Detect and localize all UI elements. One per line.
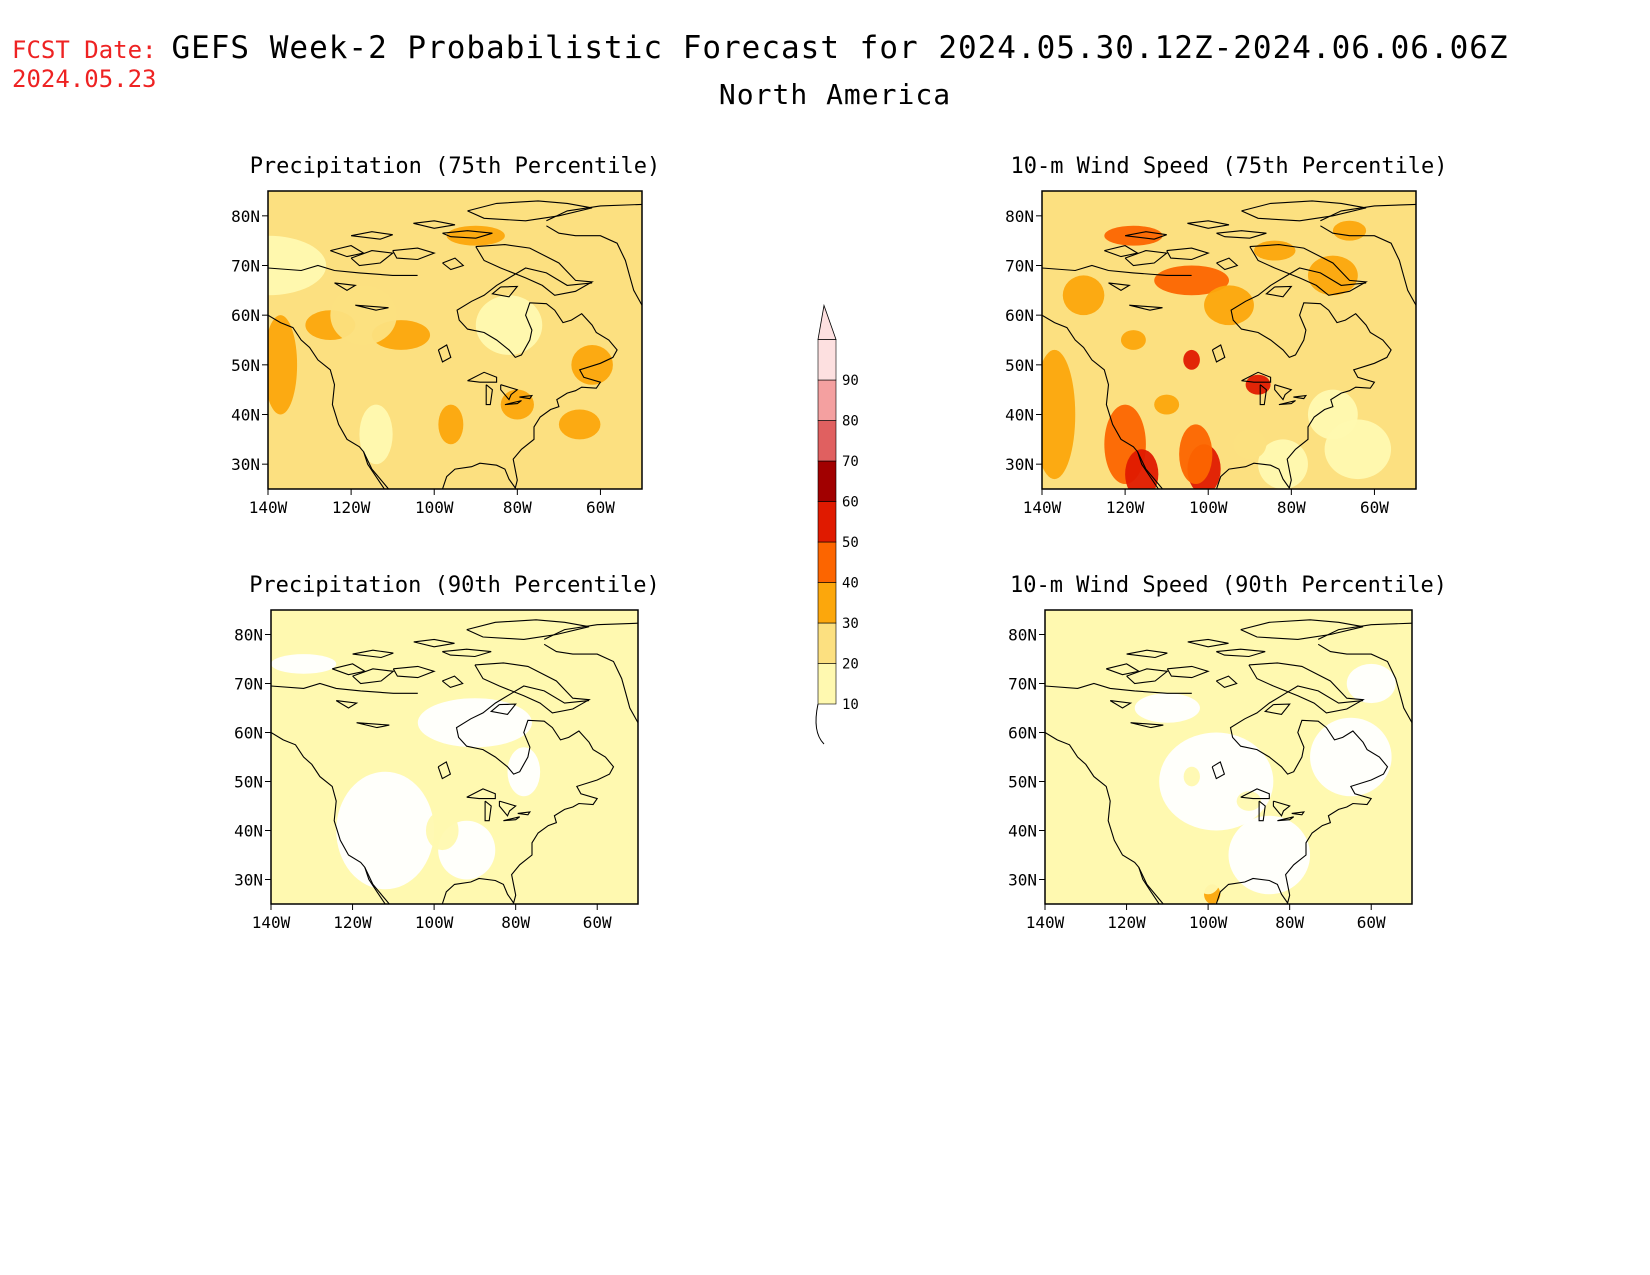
lat-tick-label: 40N <box>231 406 260 425</box>
colorbar-label: 10 <box>842 697 859 713</box>
lat-tick-label: 40N <box>1005 406 1034 425</box>
lat-tick-label: 30N <box>1008 871 1037 890</box>
lat-tick-label: 70N <box>1005 257 1034 276</box>
lat-tick-label: 60N <box>1008 724 1037 743</box>
colorbar-label: 50 <box>842 535 859 551</box>
lon-tick-label: 60W <box>583 913 612 932</box>
lon-tick-label: 120W <box>333 913 372 932</box>
probability-shading <box>1042 191 1416 489</box>
lon-tick-label: 100W <box>1189 913 1228 932</box>
colorbar-label: 90 <box>842 373 859 389</box>
lat-tick-label: 30N <box>234 871 263 890</box>
colorbar-swatch <box>817 663 837 705</box>
lat-tick-label: 50N <box>1008 773 1037 792</box>
lat-tick-label: 60N <box>1005 306 1034 325</box>
lat-tick-label: 70N <box>234 675 263 694</box>
lon-tick-label: 120W <box>1107 913 1146 932</box>
lon-tick-label: 60W <box>1360 498 1389 517</box>
colorbar-label: 30 <box>842 616 859 632</box>
coastline <box>1042 200 1416 489</box>
lon-tick-label: 60W <box>1357 913 1386 932</box>
colorbar-swatch <box>817 460 837 502</box>
lat-tick-label: 30N <box>1005 455 1034 474</box>
map-panel: Precipitation (75th Percentile) 140W 120W 1… <box>231 154 661 517</box>
lat-tick-label: 60N <box>234 724 263 743</box>
page-title: GEFS Week-2 Probabilistic Forecast for 2… <box>171 30 1509 66</box>
lat-tick-label: 40N <box>234 822 263 841</box>
map-frame <box>270 609 639 905</box>
lon-tick-label: 80W <box>1275 913 1304 932</box>
probability-shading <box>1045 610 1412 904</box>
colorbar-swatch <box>817 501 837 543</box>
lat-tick-label: 70N <box>1008 675 1037 694</box>
lat-tick-label: 50N <box>231 356 260 375</box>
lat-tick-label: 80N <box>1005 207 1034 226</box>
coastline <box>268 200 642 489</box>
lon-tick-label: 60W <box>586 498 615 517</box>
map-panel: 10-m Wind Speed (90th Percentile) 140W 120… <box>1008 573 1447 932</box>
lon-tick-label: 120W <box>1106 498 1145 517</box>
lat-tick-label: 80N <box>1008 626 1037 645</box>
colorbar-bottom-cap <box>815 703 825 745</box>
forecast-date-block: FCST Date: 2024.05.23 <box>12 36 157 94</box>
panel-title: 10-m Wind Speed (90th Percentile) <box>1010 573 1447 598</box>
map-panel: 10-m Wind Speed (75th Percentile) 140W 120… <box>1005 154 1447 517</box>
map-frame <box>1044 609 1413 905</box>
lon-tick-label: 140W <box>249 498 288 517</box>
region-subtitle: North America <box>718 78 952 111</box>
coastline <box>1045 619 1412 904</box>
colorbar-swatch <box>817 379 837 421</box>
lon-tick-label: 140W <box>1023 498 1062 517</box>
probability-shading <box>268 191 642 489</box>
lat-tick-label: 70N <box>231 257 260 276</box>
panel-title: Precipitation (90th Percentile) <box>249 573 660 598</box>
lat-tick-label: 50N <box>234 773 263 792</box>
lon-tick-label: 80W <box>503 498 532 517</box>
colorbar-top-cap <box>817 303 837 340</box>
map-frame <box>1041 190 1417 490</box>
lat-tick-label: 80N <box>234 626 263 645</box>
lon-tick-label: 100W <box>1189 498 1228 517</box>
lat-tick-label: 60N <box>231 306 260 325</box>
probability-shading <box>271 610 638 904</box>
forecast-date-label: FCST Date: <box>12 36 157 64</box>
colorbar-swatch <box>817 541 837 583</box>
lat-tick-label: 40N <box>1008 822 1037 841</box>
lon-tick-label: 80W <box>501 913 530 932</box>
lat-tick-label: 80N <box>231 207 260 226</box>
colorbar-swatch <box>817 582 837 624</box>
map-frame <box>267 190 643 490</box>
forecast-date-value: 2024.05.23 <box>12 65 157 93</box>
colorbar-label: 70 <box>842 454 859 470</box>
colorbar-label: 60 <box>842 495 859 511</box>
map-panel: Precipitation (90th Percentile) 140W 120W 1… <box>234 573 660 932</box>
lon-tick-label: 100W <box>415 913 454 932</box>
lon-tick-label: 140W <box>252 913 291 932</box>
lon-tick-label: 80W <box>1277 498 1306 517</box>
colorbar-swatch <box>817 339 837 381</box>
lat-tick-label: 50N <box>1005 356 1034 375</box>
colorbar-label: 40 <box>842 576 859 592</box>
lon-tick-label: 100W <box>415 498 454 517</box>
lon-tick-label: 120W <box>332 498 371 517</box>
colorbar-swatch <box>817 420 837 462</box>
colorbar-legend: 10 20 30 40 50 60 70 80 90 <box>815 303 859 745</box>
colorbar-label: 80 <box>842 414 859 430</box>
lon-tick-label: 140W <box>1026 913 1065 932</box>
lat-tick-label: 30N <box>231 455 260 474</box>
colorbar-swatch <box>817 622 837 664</box>
colorbar-label: 20 <box>842 657 859 673</box>
panel-title: Precipitation (75th Percentile) <box>250 154 661 179</box>
panel-title: 10-m Wind Speed (75th Percentile) <box>1010 154 1447 179</box>
coastline <box>271 619 638 904</box>
